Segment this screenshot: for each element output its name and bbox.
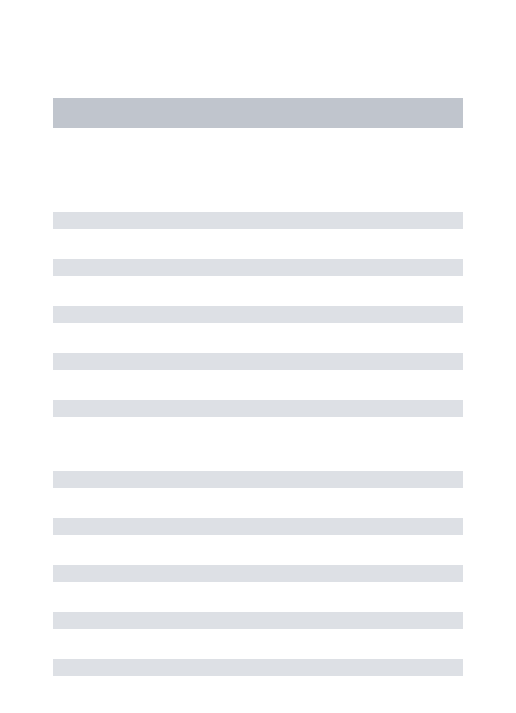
skeleton-line	[53, 306, 463, 323]
skeleton-line	[53, 400, 463, 417]
skeleton-header	[53, 98, 463, 128]
skeleton-line	[53, 518, 463, 535]
skeleton-line	[53, 659, 463, 676]
skeleton-line	[53, 565, 463, 582]
skeleton-line	[53, 212, 463, 229]
section-gap	[53, 447, 463, 471]
skeleton-line	[53, 353, 463, 370]
skeleton-section-1	[53, 212, 463, 417]
skeleton-line	[53, 612, 463, 629]
skeleton-line	[53, 259, 463, 276]
skeleton-section-2	[53, 471, 463, 676]
skeleton-container	[0, 0, 516, 676]
skeleton-line	[53, 471, 463, 488]
